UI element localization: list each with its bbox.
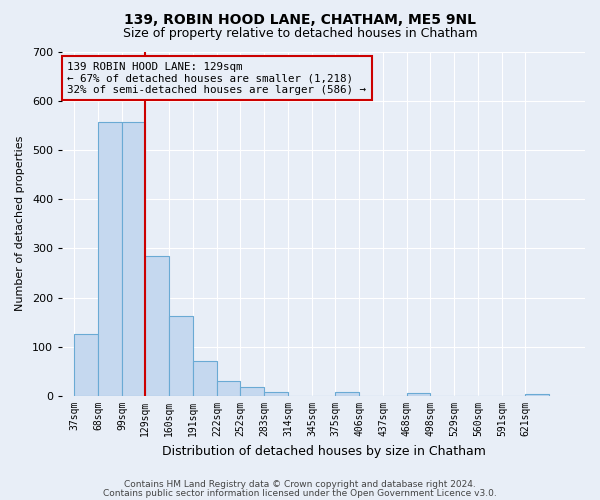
Text: 139, ROBIN HOOD LANE, CHATHAM, ME5 9NL: 139, ROBIN HOOD LANE, CHATHAM, ME5 9NL	[124, 12, 476, 26]
Bar	[335, 392, 359, 396]
Text: Contains public sector information licensed under the Open Government Licence v3: Contains public sector information licen…	[103, 488, 497, 498]
Text: Size of property relative to detached houses in Chatham: Size of property relative to detached ho…	[122, 28, 478, 40]
Bar	[122, 122, 145, 396]
Bar	[407, 393, 430, 396]
X-axis label: Distribution of detached houses by size in Chatham: Distribution of detached houses by size …	[161, 444, 485, 458]
Bar	[145, 256, 169, 396]
Bar	[264, 392, 288, 396]
Bar	[98, 122, 122, 396]
Bar	[217, 381, 240, 396]
Bar	[169, 316, 193, 396]
Bar	[74, 334, 98, 396]
Bar	[240, 386, 264, 396]
Bar	[193, 360, 217, 396]
Text: Contains HM Land Registry data © Crown copyright and database right 2024.: Contains HM Land Registry data © Crown c…	[124, 480, 476, 489]
Y-axis label: Number of detached properties: Number of detached properties	[15, 136, 25, 312]
Bar	[525, 394, 549, 396]
Text: 139 ROBIN HOOD LANE: 129sqm
← 67% of detached houses are smaller (1,218)
32% of : 139 ROBIN HOOD LANE: 129sqm ← 67% of det…	[67, 62, 367, 95]
